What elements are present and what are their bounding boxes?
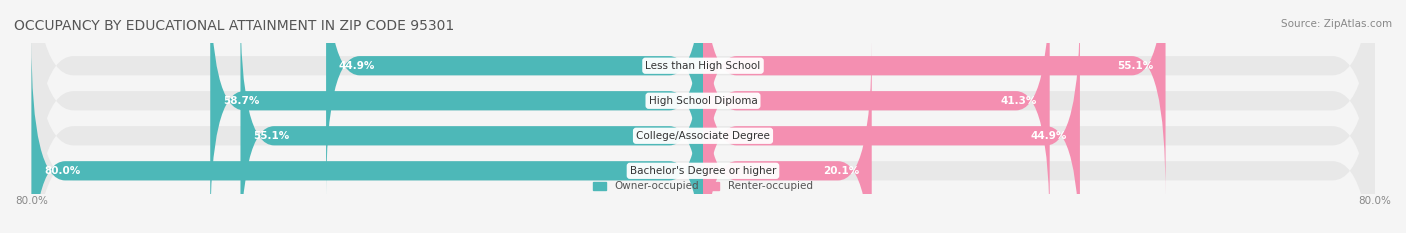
FancyBboxPatch shape bbox=[703, 5, 1080, 233]
FancyBboxPatch shape bbox=[240, 5, 703, 233]
FancyBboxPatch shape bbox=[703, 40, 872, 233]
FancyBboxPatch shape bbox=[703, 0, 1050, 231]
Text: 41.3%: 41.3% bbox=[1001, 96, 1038, 106]
Text: Source: ZipAtlas.com: Source: ZipAtlas.com bbox=[1281, 19, 1392, 29]
Text: 44.9%: 44.9% bbox=[1031, 131, 1067, 141]
FancyBboxPatch shape bbox=[211, 0, 703, 231]
Text: Bachelor's Degree or higher: Bachelor's Degree or higher bbox=[630, 166, 776, 176]
Legend: Owner-occupied, Renter-occupied: Owner-occupied, Renter-occupied bbox=[593, 181, 813, 191]
FancyBboxPatch shape bbox=[326, 0, 703, 196]
FancyBboxPatch shape bbox=[31, 0, 1375, 233]
Text: 80.0%: 80.0% bbox=[44, 166, 80, 176]
Text: 44.9%: 44.9% bbox=[339, 61, 375, 71]
FancyBboxPatch shape bbox=[31, 0, 1375, 233]
FancyBboxPatch shape bbox=[31, 0, 1375, 231]
FancyBboxPatch shape bbox=[31, 40, 703, 233]
Text: OCCUPANCY BY EDUCATIONAL ATTAINMENT IN ZIP CODE 95301: OCCUPANCY BY EDUCATIONAL ATTAINMENT IN Z… bbox=[14, 19, 454, 33]
Text: High School Diploma: High School Diploma bbox=[648, 96, 758, 106]
Text: 20.1%: 20.1% bbox=[823, 166, 859, 176]
FancyBboxPatch shape bbox=[703, 0, 1166, 196]
Text: 58.7%: 58.7% bbox=[222, 96, 259, 106]
FancyBboxPatch shape bbox=[31, 5, 1375, 233]
Text: College/Associate Degree: College/Associate Degree bbox=[636, 131, 770, 141]
Text: 55.1%: 55.1% bbox=[253, 131, 290, 141]
Text: Less than High School: Less than High School bbox=[645, 61, 761, 71]
Text: 55.1%: 55.1% bbox=[1116, 61, 1153, 71]
